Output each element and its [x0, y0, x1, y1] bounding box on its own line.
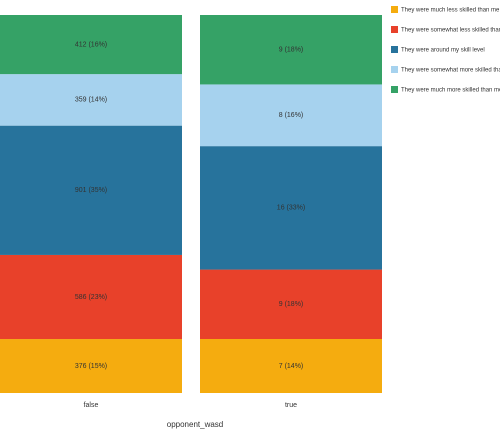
legend-label: They were somewhat more skilled than me	[401, 68, 500, 74]
value-label: 359 (14%)	[75, 97, 107, 104]
value-label: 7 (14%)	[279, 363, 304, 370]
legend-label: They were much more skilled than me	[401, 88, 500, 94]
value-label: 9 (18%)	[279, 301, 304, 308]
bar-segment	[200, 339, 382, 393]
value-label: 412 (16%)	[75, 41, 107, 48]
bar-segment	[200, 146, 382, 270]
legend-swatch	[391, 26, 398, 33]
bar-segment	[0, 254, 182, 340]
value-label: 586 (23%)	[75, 294, 107, 301]
bar-segment	[0, 125, 182, 255]
x-tick-label: false	[84, 402, 99, 409]
legend-swatch	[391, 86, 398, 93]
bar-segment	[200, 15, 382, 85]
legend-swatch	[391, 6, 398, 13]
bar-segment	[0, 74, 182, 126]
x-tick-label: true	[285, 402, 297, 409]
value-label: 901 (35%)	[75, 187, 107, 194]
bar-segment	[200, 84, 382, 147]
value-label: 8 (16%)	[279, 112, 304, 119]
value-label: 9 (18%)	[279, 47, 304, 54]
legend-swatch	[391, 66, 398, 73]
legend-swatch	[391, 46, 398, 53]
legend-label: They were somewhat less skilled than me	[401, 28, 500, 34]
x-axis-title: opponent_wasd	[167, 420, 224, 429]
value-label: 376 (15%)	[75, 363, 107, 370]
legend-label: They were much less skilled than me	[401, 8, 500, 14]
bar-segment	[0, 15, 182, 75]
bar-segment	[0, 339, 182, 393]
legend-label: They were around my skill level	[401, 48, 485, 54]
bar-segment	[200, 269, 382, 339]
value-label: 16 (33%)	[277, 205, 305, 212]
